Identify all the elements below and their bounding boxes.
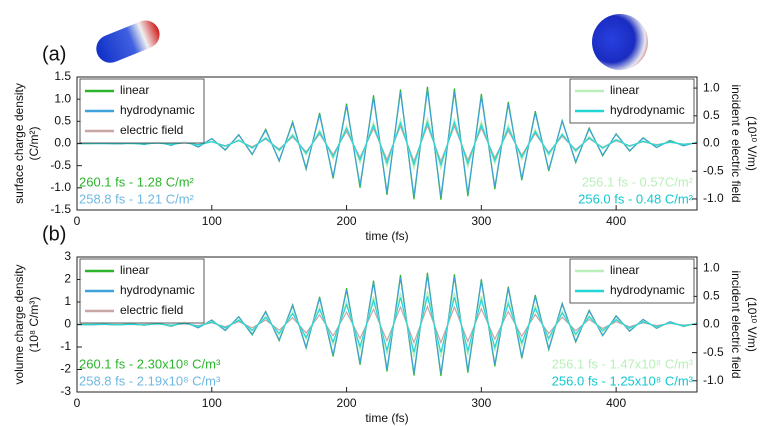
legend-label: hydrodynamic xyxy=(610,283,685,297)
annotation: 260.1 fs - 1.28 C/m² xyxy=(79,174,195,189)
annotation: 260.1 fs - 2.30x10⁸ C/m³ xyxy=(79,356,221,371)
annotation: 256.0 fs - 0.48 C/m² xyxy=(578,191,694,206)
y2-axis-label: (10¹⁰ V/m) xyxy=(745,116,759,171)
x-tick-label: 300 xyxy=(471,214,491,228)
annotation: 258.8 fs - 1.21 C/m² xyxy=(79,191,195,206)
legend-label: hydrodynamic xyxy=(610,103,685,117)
y-tick-label: -2 xyxy=(60,362,71,376)
y-tick-label: 1.0 xyxy=(54,91,71,105)
legend-label: linear xyxy=(120,83,149,97)
annotation: 256.0 fs - 1.25x10⁸ C/m³ xyxy=(552,373,694,388)
y-tick-label: 3 xyxy=(64,249,71,263)
x-tick-label: 400 xyxy=(606,214,626,228)
x-tick-label: 0 xyxy=(74,396,81,410)
annotation: 256.1 fs - 1.47x10⁸ C/m³ xyxy=(552,356,694,371)
y-axis-label: (C/m²) xyxy=(27,127,41,161)
y2-tick-label: -0.5 xyxy=(703,345,724,359)
y2-tick-label: 0.0 xyxy=(703,317,720,331)
y2-axis-label: (10¹⁰ V/m) xyxy=(745,297,759,352)
y2-tick-label: 1.0 xyxy=(703,80,720,94)
y-tick-label: 0.0 xyxy=(54,136,71,150)
y-axis-label: volume charge density xyxy=(12,264,26,384)
x-axis-label: time (fs) xyxy=(365,411,408,425)
panel-label: (b) xyxy=(42,223,66,245)
x-tick-label: 300 xyxy=(471,396,491,410)
y-tick-label: 1.5 xyxy=(54,69,71,83)
y-axis-label: surface charge density xyxy=(12,83,26,204)
annotation: 256.1 fs - 0.57C/m² xyxy=(582,174,694,189)
x-tick-label: 100 xyxy=(202,396,222,410)
x-tick-label: 0 xyxy=(74,214,81,228)
annotation: 258.8 fs - 2.19x10⁸ C/m³ xyxy=(79,373,221,388)
sphere-icon xyxy=(592,14,648,70)
legend-label: linear xyxy=(120,263,149,277)
x-tick-label: 200 xyxy=(337,214,357,228)
y2-axis-label: incident e electric field xyxy=(729,84,743,202)
y-tick-label: 1 xyxy=(64,294,71,308)
panel-label: (a) xyxy=(42,43,66,65)
nanorod-icon xyxy=(92,16,164,67)
y2-tick-label: -1.0 xyxy=(703,373,724,387)
legend-label: electric field xyxy=(120,123,183,137)
y-tick-label: -1.5 xyxy=(50,202,71,216)
figure: (a)0100200300400time (fs)-1.5-1.0-0.50.0… xyxy=(0,0,762,426)
y-tick-label: -1 xyxy=(60,339,71,353)
y-axis-label: (10⁸ C/m³) xyxy=(27,297,41,353)
y2-tick-label: 0.0 xyxy=(703,136,720,150)
y2-tick-label: -1.0 xyxy=(703,191,724,205)
y2-tick-label: -0.5 xyxy=(703,163,724,177)
y-tick-label: 2 xyxy=(64,272,71,286)
y2-tick-label: 1.0 xyxy=(703,260,720,274)
x-tick-label: 200 xyxy=(337,396,357,410)
legend-label: linear xyxy=(610,83,639,97)
legend-label: hydrodynamic xyxy=(120,103,195,117)
legend-label: electric field xyxy=(120,303,183,317)
y-tick-label: -0.5 xyxy=(50,158,71,172)
y2-tick-label: 0.5 xyxy=(703,289,720,303)
legend-label: linear xyxy=(610,263,639,277)
x-axis-label: time (fs) xyxy=(365,229,408,243)
y-tick-label: 0.5 xyxy=(54,114,71,128)
y2-tick-label: 0.5 xyxy=(703,108,720,122)
x-tick-label: 100 xyxy=(202,214,222,228)
y-tick-label: 0 xyxy=(64,317,71,331)
y2-axis-label: incident electric field xyxy=(729,270,743,378)
y-tick-label: -3 xyxy=(60,384,71,398)
x-tick-label: 400 xyxy=(606,396,626,410)
legend-label: hydrodynamic xyxy=(120,283,195,297)
y-tick-label: -1.0 xyxy=(50,180,71,194)
